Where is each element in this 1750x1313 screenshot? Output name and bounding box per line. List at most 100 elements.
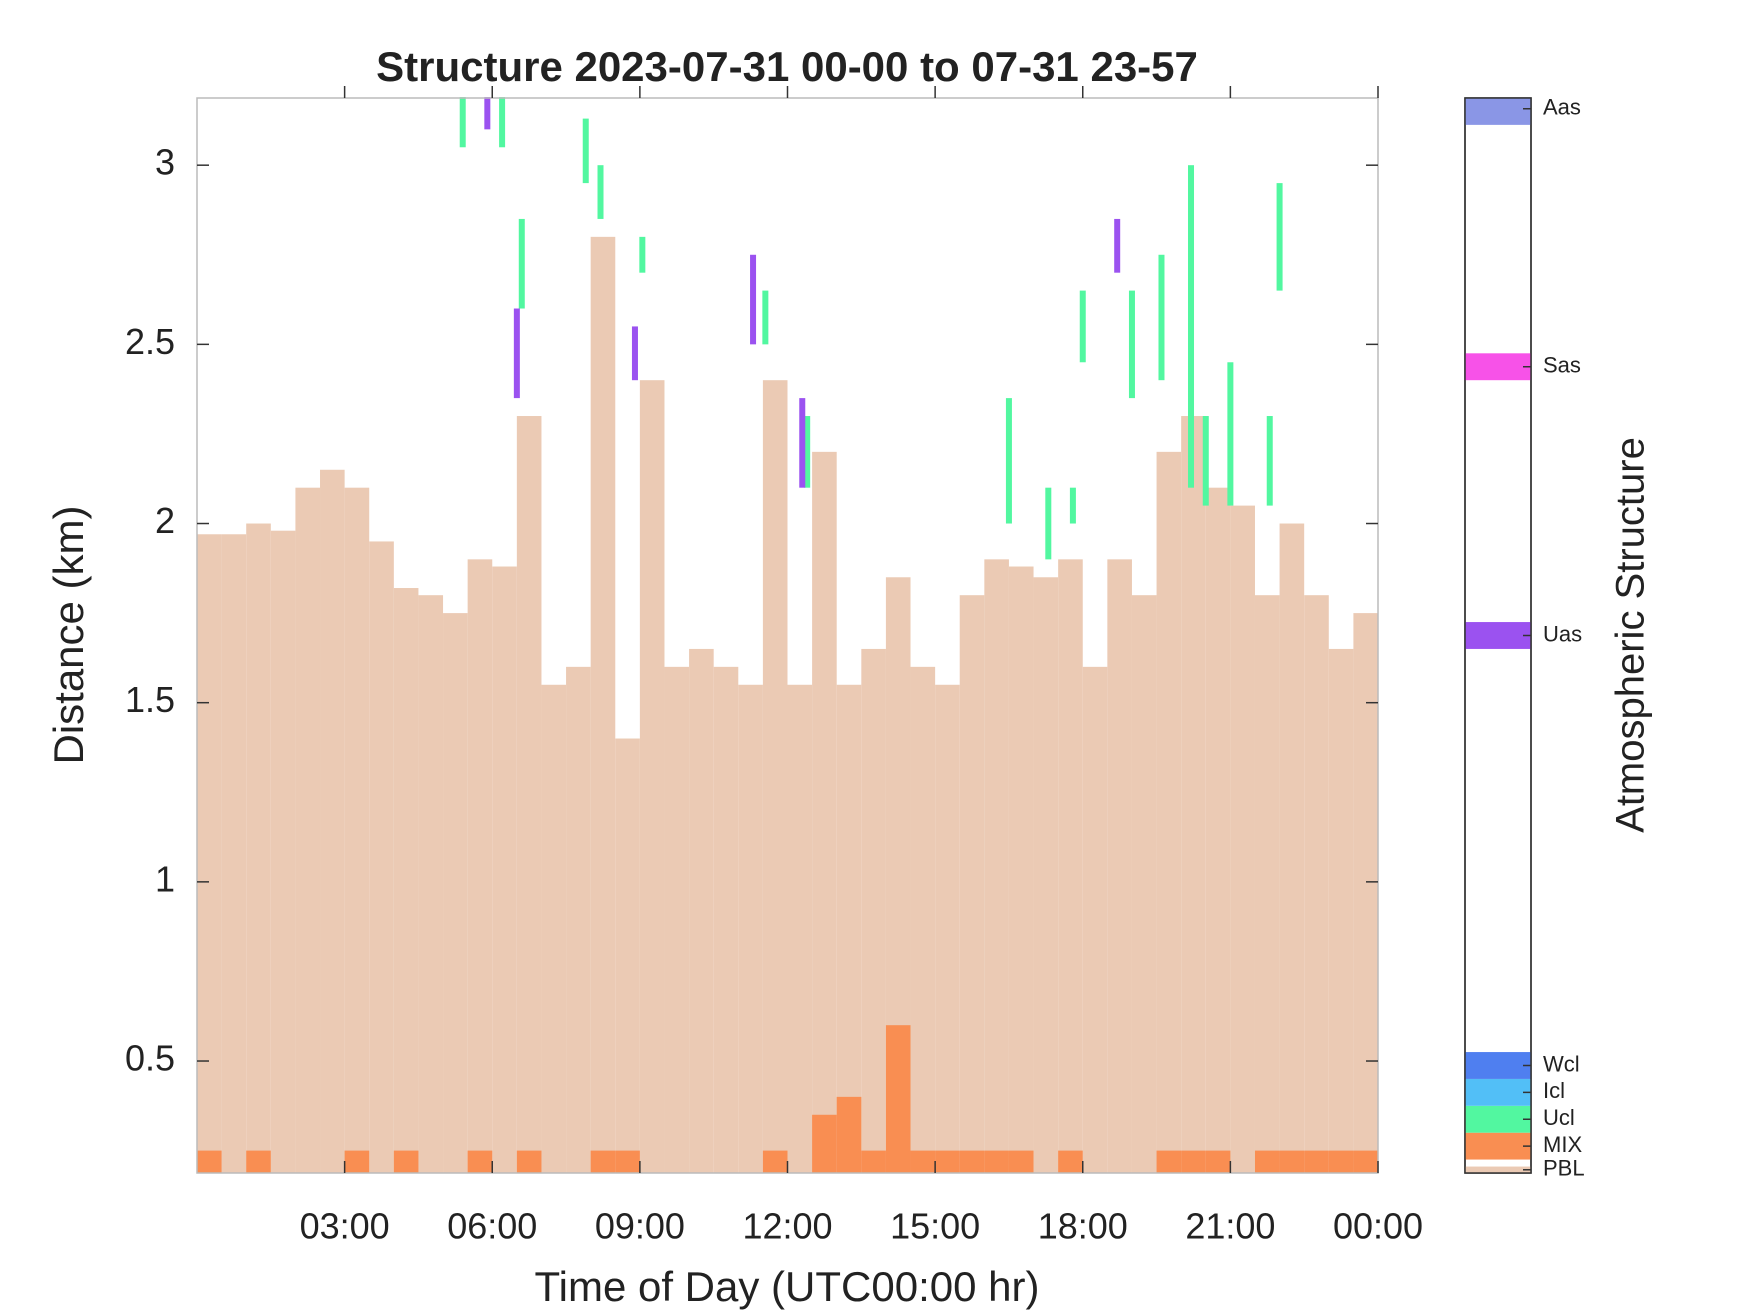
cloud-segment bbox=[1158, 254, 1165, 381]
bar bbox=[762, 1150, 788, 1173]
legend-label: Uas bbox=[1543, 621, 1582, 646]
cloud-segment bbox=[631, 326, 638, 381]
bar bbox=[615, 1150, 640, 1173]
bar bbox=[762, 380, 788, 1173]
bar bbox=[344, 487, 370, 1173]
bar bbox=[1058, 559, 1083, 1173]
bar bbox=[1304, 595, 1329, 1173]
bar bbox=[713, 666, 739, 1173]
bar bbox=[1058, 1150, 1083, 1173]
bar bbox=[738, 684, 763, 1173]
x-tick-label: 21:00 bbox=[1185, 1206, 1275, 1247]
bar bbox=[197, 1150, 222, 1173]
y-tick-label: 0.5 bbox=[125, 1038, 175, 1079]
bar bbox=[910, 666, 936, 1173]
legend-label: PBL bbox=[1543, 1156, 1585, 1181]
cloud-segment bbox=[1276, 183, 1283, 291]
y-tick-label: 1 bbox=[155, 858, 175, 899]
cloud-segment bbox=[484, 97, 491, 130]
cloud-segment bbox=[1128, 290, 1135, 399]
legend-label: Wcl bbox=[1543, 1051, 1580, 1076]
bar bbox=[1353, 613, 1378, 1173]
bar bbox=[812, 1114, 837, 1173]
bar bbox=[443, 613, 468, 1173]
cloud-segment bbox=[750, 254, 757, 345]
cloud-segment bbox=[499, 97, 506, 148]
bar bbox=[541, 684, 567, 1173]
cloud-segment bbox=[804, 416, 811, 488]
bar bbox=[590, 1150, 616, 1173]
bar bbox=[959, 1150, 985, 1173]
legend-swatch bbox=[1465, 1052, 1531, 1079]
bar bbox=[1328, 1150, 1354, 1173]
bar bbox=[615, 738, 640, 1173]
legend-swatch bbox=[1465, 1105, 1531, 1133]
bar bbox=[984, 559, 1009, 1173]
bar bbox=[1107, 559, 1132, 1173]
cloud-segment bbox=[762, 290, 769, 345]
bar bbox=[1181, 416, 1206, 1173]
bar bbox=[516, 1150, 542, 1173]
bar bbox=[935, 684, 960, 1173]
bar bbox=[639, 380, 665, 1173]
bar bbox=[393, 1150, 419, 1173]
bar bbox=[1008, 1150, 1034, 1173]
bar bbox=[1279, 523, 1305, 1173]
bar bbox=[566, 666, 591, 1173]
x-axis-label: Time of Day (UTC00:00 hr) bbox=[535, 1263, 1040, 1310]
legend-label: MIX bbox=[1543, 1132, 1582, 1157]
bar bbox=[295, 487, 321, 1173]
bar bbox=[344, 1150, 370, 1173]
cloud-segment bbox=[513, 308, 520, 399]
legend-label: Aas bbox=[1543, 95, 1581, 120]
bar bbox=[221, 534, 247, 1173]
x-tick-label: 12:00 bbox=[742, 1206, 832, 1247]
chart-title: Structure 2023-07-31 00-00 to 07-31 23-5… bbox=[376, 43, 1198, 90]
cloud-segment bbox=[799, 398, 806, 488]
bar bbox=[861, 1150, 886, 1173]
bar bbox=[1230, 505, 1255, 1174]
cloud-segment bbox=[1266, 416, 1273, 506]
bar bbox=[516, 416, 542, 1173]
cloud-segment bbox=[597, 165, 604, 219]
colorbar-outline bbox=[1464, 97, 1532, 1174]
bar bbox=[1156, 451, 1182, 1174]
colorbar-label: Atmospheric Structure bbox=[1609, 437, 1653, 833]
cloud-segment bbox=[1079, 290, 1086, 363]
cloud-segment bbox=[582, 118, 589, 184]
y-axis-label: Distance (km) bbox=[45, 505, 92, 764]
x-tick-label: 15:00 bbox=[890, 1206, 980, 1247]
legend-label: Sas bbox=[1543, 353, 1581, 378]
bar bbox=[812, 451, 837, 1174]
bar bbox=[1254, 595, 1280, 1173]
bar bbox=[935, 1150, 960, 1173]
y-tick-label: 2 bbox=[155, 500, 175, 541]
cloud-segment bbox=[1114, 218, 1121, 273]
bar bbox=[467, 1150, 493, 1173]
bar bbox=[836, 1096, 862, 1173]
bar bbox=[1008, 566, 1034, 1173]
x-tick-label: 09:00 bbox=[595, 1206, 685, 1247]
cloud-segment bbox=[459, 97, 466, 148]
bar bbox=[1304, 1150, 1329, 1173]
bar bbox=[1353, 1150, 1378, 1173]
bar bbox=[393, 588, 419, 1173]
cloud-segment bbox=[1005, 398, 1012, 524]
legend-swatch bbox=[1465, 98, 1531, 125]
cloud-segment bbox=[518, 218, 525, 309]
bar bbox=[1254, 1150, 1280, 1173]
x-tick-label: 18:00 bbox=[1038, 1206, 1128, 1247]
y-tick-label: 1.5 bbox=[125, 679, 175, 720]
cloud-segment bbox=[1069, 487, 1076, 524]
cloud-segment bbox=[1188, 165, 1195, 488]
legend-swatch bbox=[1465, 353, 1531, 381]
legend-swatch bbox=[1465, 1166, 1531, 1173]
bar bbox=[1082, 666, 1108, 1173]
bar bbox=[320, 469, 345, 1173]
bar bbox=[418, 595, 444, 1173]
cloud-segment bbox=[1227, 362, 1234, 506]
bar bbox=[689, 648, 714, 1173]
legend-swatch bbox=[1465, 1132, 1531, 1160]
bar bbox=[270, 530, 296, 1173]
